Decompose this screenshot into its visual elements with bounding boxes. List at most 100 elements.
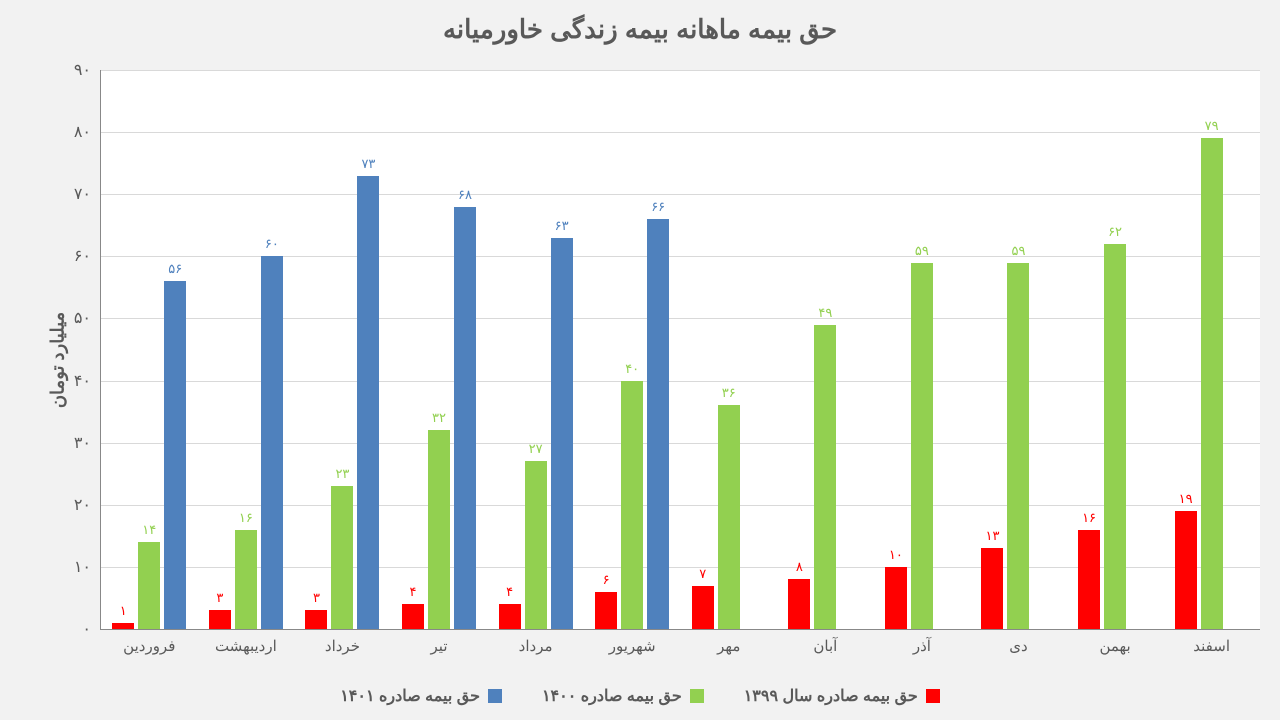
legend-swatch xyxy=(926,689,940,703)
x-tick-label: فروردین xyxy=(101,637,198,655)
bar-value-label: ۶۰ xyxy=(265,236,279,252)
bar-value-label: ۳ xyxy=(216,590,223,606)
bar-value-label: ۴۹ xyxy=(818,305,832,321)
bar-value-label: ۶۶ xyxy=(651,199,665,215)
bar: ۸ xyxy=(788,579,810,629)
bar-value-label: ۳ xyxy=(313,590,320,606)
bar: ۵۹ xyxy=(911,263,933,629)
y-tick-label: ۴۰ xyxy=(74,371,101,391)
x-tick-label: مرداد xyxy=(487,637,584,655)
x-tick-label: اردیبهشت xyxy=(198,637,295,655)
bar-group: ۶۴۰۶۶شهریور xyxy=(584,70,681,629)
bar: ۴۰ xyxy=(621,381,643,629)
bar-value-label: ۴ xyxy=(410,584,417,600)
bar: ۱۶ xyxy=(1078,530,1100,629)
x-tick-label: آذر xyxy=(874,637,971,655)
y-tick-label: ۶۰ xyxy=(74,246,101,266)
bar: ۷۹ xyxy=(1201,138,1223,629)
bar: ۱۰ xyxy=(885,567,907,629)
bar-value-label: ۵۹ xyxy=(915,243,929,259)
x-tick-label: مهر xyxy=(680,637,777,655)
chart-container: حق بیمه ماهانه بیمه زندگی خاورمیانه میلی… xyxy=(0,0,1280,720)
bar: ۶۰ xyxy=(261,256,283,629)
bar-value-label: ۱۹ xyxy=(1179,491,1193,507)
bar: ۱۹ xyxy=(1175,511,1197,629)
bar: ۶۳ xyxy=(551,238,573,629)
bar-value-label: ۶ xyxy=(603,572,610,588)
bar-value-label: ۷ xyxy=(699,566,706,582)
bar: ۳۲ xyxy=(428,430,450,629)
x-tick-label: دی xyxy=(970,637,1067,655)
bar: ۳ xyxy=(305,610,327,629)
bar-value-label: ۵۶ xyxy=(168,261,182,277)
chart-title: حق بیمه ماهانه بیمه زندگی خاورمیانه xyxy=(0,14,1280,45)
legend-label: حق بیمه صادره ۱۴۰۱ xyxy=(340,686,480,706)
x-tick-label: خرداد xyxy=(294,637,391,655)
x-tick-label: تیر xyxy=(391,637,488,655)
legend: حق بیمه صادره سال ۱۳۹۹ حق بیمه صادره ۱۴۰۰… xyxy=(0,686,1280,706)
bar: ۳۶ xyxy=(718,405,740,629)
legend-label: حق بیمه صادره سال ۱۳۹۹ xyxy=(744,686,918,706)
bar: ۴ xyxy=(402,604,424,629)
bar-value-label: ۶۳ xyxy=(555,218,569,234)
legend-swatch xyxy=(690,689,704,703)
bar-group: ۷۳۶مهر xyxy=(680,70,777,629)
y-tick-label: ۳۰ xyxy=(74,433,101,453)
y-tick-label: ۰ xyxy=(82,619,101,639)
y-tick-label: ۷۰ xyxy=(74,184,101,204)
bar-group: ۱۶۶۲بهمن xyxy=(1067,70,1164,629)
bar-value-label: ۱۶ xyxy=(1082,510,1096,526)
bar-value-label: ۱ xyxy=(120,603,127,619)
bar-group: ۸۴۹آبان xyxy=(777,70,874,629)
bar-group: ۱۰۵۹آذر xyxy=(874,70,971,629)
bar: ۱۳ xyxy=(981,548,1003,629)
bar: ۶ xyxy=(595,592,617,629)
bar-value-label: ۶۸ xyxy=(458,187,472,203)
y-tick-label: ۵۰ xyxy=(74,308,101,328)
bar-value-label: ۲۷ xyxy=(529,441,543,457)
bar-group: ۴۲۷۶۳مرداد xyxy=(487,70,584,629)
bar-group: ۳۱۶۶۰اردیبهشت xyxy=(198,70,295,629)
bar-value-label: ۳۶ xyxy=(722,385,736,401)
x-tick-label: آبان xyxy=(777,637,874,655)
y-tick-label: ۱۰ xyxy=(74,557,101,577)
bar-value-label: ۷۳ xyxy=(361,156,375,172)
y-tick-label: ۹۰ xyxy=(74,60,101,80)
bar-value-label: ۶۲ xyxy=(1108,224,1122,240)
plot-area: ۰۱۰۲۰۳۰۴۰۵۰۶۰۷۰۸۰۹۰۱۱۴۵۶فروردین۳۱۶۶۰اردی… xyxy=(100,70,1260,630)
bar: ۶۸ xyxy=(454,207,476,629)
bar-value-label: ۴ xyxy=(506,584,513,600)
bar: ۶۲ xyxy=(1104,244,1126,629)
bar: ۱۴ xyxy=(138,542,160,629)
bar-group: ۴۳۲۶۸تیر xyxy=(391,70,488,629)
bar-value-label: ۱۶ xyxy=(239,510,253,526)
bar: ۴۹ xyxy=(814,325,836,629)
bar-value-label: ۷۹ xyxy=(1205,118,1219,134)
bar-value-label: ۲۳ xyxy=(335,466,349,482)
bar-value-label: ۸ xyxy=(796,559,803,575)
bar-value-label: ۵۹ xyxy=(1012,243,1026,259)
bar: ۷ xyxy=(692,586,714,629)
bar-group: ۳۲۳۷۳خرداد xyxy=(294,70,391,629)
x-tick-label: بهمن xyxy=(1067,637,1164,655)
bar-group: ۱۳۵۹دی xyxy=(970,70,1067,629)
bar: ۷۳ xyxy=(357,176,379,629)
bar-groups: ۱۱۴۵۶فروردین۳۱۶۶۰اردیبهشت۳۲۳۷۳خرداد۴۳۲۶۸… xyxy=(101,70,1260,629)
legend-swatch xyxy=(488,689,502,703)
bar: ۱۶ xyxy=(235,530,257,629)
bar: ۱ xyxy=(112,623,134,629)
bar: ۵۶ xyxy=(164,281,186,629)
bar: ۳ xyxy=(209,610,231,629)
y-tick-label: ۲۰ xyxy=(74,495,101,515)
bar-value-label: ۱۴ xyxy=(142,522,156,538)
legend-item: حق بیمه صادره سال ۱۳۹۹ xyxy=(744,686,940,706)
x-tick-label: اسفند xyxy=(1163,637,1260,655)
legend-item: حق بیمه صادره ۱۴۰۱ xyxy=(340,686,502,706)
bar-value-label: ۱۰ xyxy=(889,547,903,563)
legend-label: حق بیمه صادره ۱۴۰۰ xyxy=(542,686,682,706)
legend-item: حق بیمه صادره ۱۴۰۰ xyxy=(542,686,704,706)
y-axis-label: میلیارد تومان xyxy=(48,312,69,408)
y-tick-label: ۸۰ xyxy=(74,122,101,142)
bar-value-label: ۱۳ xyxy=(986,528,1000,544)
bar: ۵۹ xyxy=(1007,263,1029,629)
